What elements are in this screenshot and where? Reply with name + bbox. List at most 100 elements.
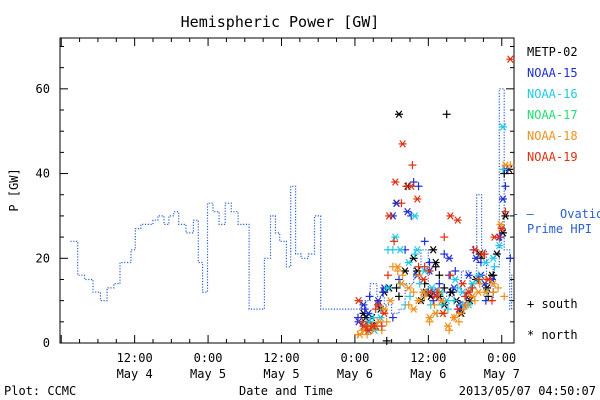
north-point (483, 284, 492, 292)
south-point (382, 336, 391, 345)
south-point (475, 279, 484, 288)
north-point (364, 326, 373, 335)
north-point (474, 288, 483, 296)
south-point (365, 292, 374, 301)
south-point (487, 296, 496, 305)
north-point (428, 284, 437, 292)
south-point (394, 275, 403, 284)
north-point (470, 246, 479, 254)
x-tick-label-time: 0:00 (194, 351, 223, 365)
north-point (380, 305, 389, 313)
ovation-legend-dash: - – (512, 207, 534, 221)
south-point (500, 292, 509, 301)
south-point (430, 300, 439, 309)
north-point (404, 258, 413, 267)
ovation-legend-label-1: Ovation (560, 207, 600, 221)
north-point (431, 309, 440, 318)
north-point (495, 241, 504, 250)
north-point (396, 246, 405, 254)
south-point (446, 271, 455, 280)
legend-entry: METP-02 (527, 45, 578, 59)
north-point (490, 233, 499, 241)
north-point (439, 309, 448, 318)
north-point (364, 309, 373, 318)
y-tick-label: 0 (43, 336, 50, 350)
south-point (383, 271, 392, 280)
south-point (388, 245, 397, 254)
north-point (451, 275, 460, 284)
south-point (382, 317, 391, 326)
south-point (408, 161, 417, 170)
north-point (404, 284, 413, 292)
north-point (496, 220, 505, 229)
south-point (425, 258, 434, 267)
south-point (409, 288, 418, 297)
north-point (359, 322, 368, 330)
plot-credit: Plot: CCMC (4, 384, 76, 398)
south-point (442, 110, 451, 119)
south-point (490, 262, 499, 271)
north-point (462, 301, 471, 309)
north-point (484, 275, 493, 284)
south-point (393, 266, 402, 275)
x-axis-label: Date and Time (239, 384, 333, 398)
south-point (392, 283, 401, 292)
plot-area: 0 20 40 60 12:00 May 4 0:00 May 5 12:00 May 5 0:00… (36, 37, 520, 381)
north-point (501, 212, 510, 220)
north-point (447, 288, 456, 296)
north-point (472, 254, 481, 263)
south-point (437, 300, 446, 309)
north-point (403, 207, 412, 216)
x-tick-label-day: May 6 (337, 367, 373, 381)
south-point (440, 250, 449, 259)
marker-key-south: + south (527, 297, 578, 311)
north-point (443, 322, 452, 330)
south-point (443, 305, 452, 314)
north-point (429, 246, 438, 254)
south-point (405, 292, 414, 301)
south-point (501, 207, 510, 216)
x-tick-label-time: 0:00 (340, 351, 369, 365)
north-point (410, 212, 419, 220)
north-point (394, 110, 403, 119)
north-point (450, 313, 459, 322)
north-point (464, 288, 473, 296)
north-point (501, 161, 510, 169)
north-point (453, 216, 462, 224)
north-point (397, 279, 406, 288)
north-point (413, 267, 422, 275)
north-point (354, 296, 363, 305)
north-point (409, 254, 418, 263)
south-point (414, 182, 423, 191)
legend-entry: NOAA-17 (527, 108, 578, 122)
south-point (440, 233, 449, 242)
south-point (404, 300, 413, 309)
legend-entry: NOAA-19 (527, 150, 578, 164)
x-tick-label-time: 0:00 (487, 351, 516, 365)
south-point (398, 271, 407, 280)
south-point (506, 254, 515, 263)
y-tick-label: 40 (36, 167, 50, 181)
north-point (355, 330, 364, 339)
north-point (419, 275, 428, 284)
south-point (431, 262, 440, 271)
north-point (481, 258, 490, 267)
legend: METP-02 NOAA-15 NOAA-16 NOAA-17 NOAA-18 NOAA-… (512, 45, 600, 342)
south-point (425, 317, 434, 326)
north-point (393, 262, 402, 271)
north-point (414, 296, 423, 305)
south-point (435, 279, 444, 288)
north-point (369, 322, 378, 330)
marker-key-north: * north (527, 328, 578, 342)
south-point (388, 313, 397, 322)
south-point (484, 292, 493, 301)
north-point (498, 195, 507, 203)
north-point (489, 254, 498, 263)
north-point (398, 140, 407, 148)
south-point (420, 262, 429, 271)
north-point (464, 271, 473, 280)
north-point (506, 55, 515, 63)
south-point (468, 283, 477, 292)
south-point (397, 199, 406, 208)
north-point (478, 250, 487, 258)
